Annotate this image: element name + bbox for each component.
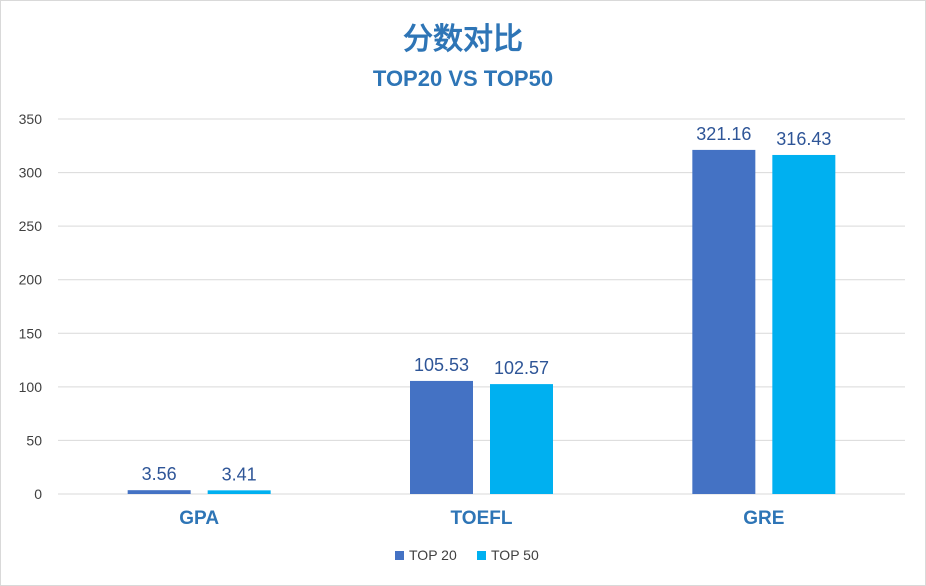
- bar-gre-series-2: [772, 154, 836, 495]
- category-label: TOEFL: [451, 508, 513, 529]
- legend: TOP 20 TOP 50: [395, 547, 539, 563]
- legend-swatch: [395, 551, 404, 560]
- bar-gre-series-1: [692, 149, 756, 494]
- legend-label: TOP 20: [409, 547, 457, 563]
- data-labels: 3.56 3.41 105.53 102.57 321.16 316.43: [142, 124, 832, 484]
- gridlines: [58, 118, 905, 495]
- legend-label: TOP 50: [491, 547, 539, 563]
- data-label: 321.16: [696, 124, 751, 144]
- data-label: 316.43: [776, 129, 831, 149]
- y-axis-ticks: 0 50 100 150 200 250 300 350: [19, 111, 43, 502]
- bar-gpa-series-2: [207, 490, 271, 494]
- category-label: GRE: [743, 508, 784, 529]
- bars: [127, 149, 836, 495]
- y-tick-label: 250: [19, 218, 43, 234]
- y-tick-label: 300: [19, 165, 43, 181]
- y-tick-label: 150: [19, 325, 43, 341]
- category-labels: GPA TOEFL GRE: [179, 508, 784, 529]
- data-label: 3.41: [222, 464, 257, 484]
- chart-title: 分数对比: [403, 22, 523, 57]
- data-label: 105.53: [414, 355, 469, 375]
- y-tick-label: 0: [34, 486, 42, 502]
- y-tick-label: 100: [19, 379, 43, 395]
- bar-gpa-series-1: [127, 490, 191, 494]
- data-label: 102.57: [494, 358, 549, 378]
- legend-swatch: [477, 551, 486, 560]
- chart-subtitle: TOP20 VS TOP50: [372, 66, 554, 91]
- y-tick-label: 50: [26, 432, 42, 448]
- y-tick-label: 200: [19, 272, 43, 288]
- y-tick-label: 350: [19, 111, 43, 127]
- data-label: 3.56: [142, 464, 177, 484]
- bar-toefl-series-1: [410, 380, 473, 494]
- bar-toefl-series-2: [490, 384, 553, 494]
- category-label: GPA: [179, 508, 219, 529]
